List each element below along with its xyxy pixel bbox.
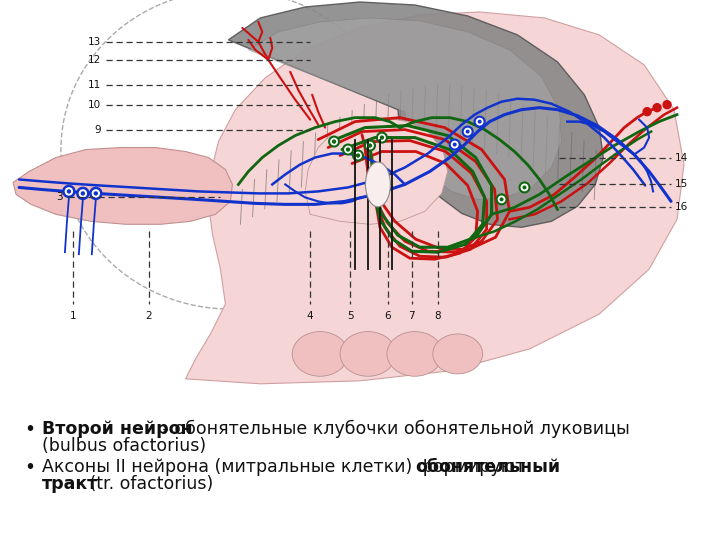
Polygon shape [305,118,448,224]
Polygon shape [228,2,603,227]
Ellipse shape [366,162,390,207]
Circle shape [343,145,353,154]
Circle shape [353,151,363,160]
Circle shape [379,136,384,140]
Circle shape [477,120,482,124]
Circle shape [356,153,360,158]
Text: •: • [24,420,35,439]
Circle shape [368,143,372,148]
Circle shape [466,130,469,133]
Text: 10: 10 [88,100,101,110]
Circle shape [450,139,459,150]
Circle shape [663,100,671,109]
Text: •: • [24,458,35,477]
Circle shape [643,107,651,116]
Polygon shape [13,147,233,224]
Text: 11: 11 [88,80,101,90]
Text: 13: 13 [88,37,101,47]
Circle shape [653,104,661,112]
Circle shape [500,198,503,201]
Text: 16: 16 [675,202,688,212]
Text: (bulbus ofactorius): (bulbus ofactorius) [42,437,206,455]
Circle shape [474,117,485,126]
Text: 15: 15 [675,179,688,190]
Text: 8: 8 [434,311,441,321]
Text: 1: 1 [70,311,76,321]
Circle shape [497,194,507,204]
Circle shape [81,191,85,195]
Text: обонятельный: обонятельный [415,458,560,476]
Ellipse shape [433,334,482,374]
Text: Второй нейрон: Второй нейрон [42,420,193,438]
Circle shape [520,183,529,192]
Circle shape [377,133,387,143]
Circle shape [90,188,102,199]
Text: 4: 4 [307,311,313,321]
Text: (tr. ofactorius): (tr. ofactorius) [84,475,213,493]
Text: тракт: тракт [42,475,98,493]
Circle shape [523,185,526,190]
Circle shape [346,147,350,152]
Text: 2: 2 [145,311,152,321]
Circle shape [329,137,339,146]
Text: 5: 5 [347,311,354,321]
Circle shape [453,143,456,146]
Circle shape [94,191,98,195]
Circle shape [63,186,74,197]
Circle shape [332,139,336,144]
Polygon shape [186,12,684,384]
Text: 9: 9 [94,125,101,134]
Text: 12: 12 [88,55,101,65]
Ellipse shape [292,332,348,376]
Text: Аксоны II нейрона (митральные клетки) формируют: Аксоны II нейрона (митральные клетки) фо… [42,458,531,476]
Text: 3: 3 [56,192,63,202]
Polygon shape [248,18,562,199]
Circle shape [365,140,375,151]
Text: - обонятельные клубочки обонятельной луковицы: - обонятельные клубочки обонятельной лук… [157,420,630,438]
Text: 14: 14 [675,152,688,163]
Ellipse shape [340,332,396,376]
Text: 6: 6 [384,311,391,321]
Circle shape [463,126,472,137]
Ellipse shape [387,332,443,376]
Text: 7: 7 [408,311,415,321]
Circle shape [77,188,89,199]
Circle shape [67,189,71,194]
